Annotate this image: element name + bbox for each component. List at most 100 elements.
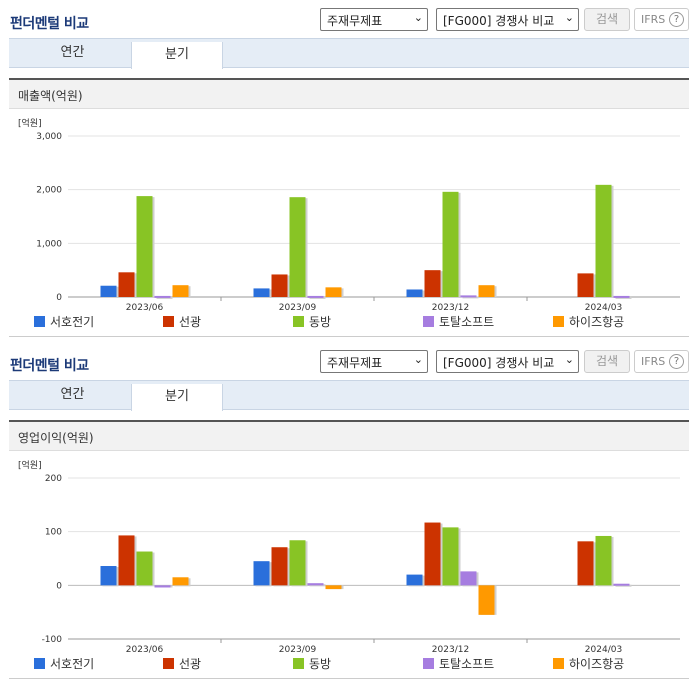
- bar-3-1[interactable]: [577, 541, 594, 586]
- x-tick-label: 2023/12: [432, 645, 469, 655]
- bar-2-4[interactable]: [478, 285, 495, 297]
- x-tick-label: 2023/09: [279, 303, 317, 313]
- statement-select[interactable]: 주재무제표 ⌄: [320, 350, 428, 373]
- bar-0-0[interactable]: [100, 566, 117, 586]
- bar-3-1[interactable]: [577, 273, 594, 297]
- bar-0-0[interactable]: [100, 285, 117, 297]
- bar-1-3[interactable]: [307, 295, 324, 298]
- bar-2-0[interactable]: [406, 574, 423, 586]
- bar-3-2[interactable]: [595, 535, 612, 586]
- legend-label: 서호전기: [50, 315, 94, 329]
- bar-3-3[interactable]: [613, 583, 630, 586]
- bar-0-2[interactable]: [136, 196, 153, 297]
- bar-2-1[interactable]: [424, 270, 441, 297]
- x-tick-label: 2023/06: [126, 303, 164, 313]
- bar-1-1[interactable]: [271, 274, 288, 297]
- legend-swatch: [163, 316, 174, 327]
- unit-label: [억원]: [18, 117, 42, 129]
- statement-select[interactable]: 주재무제표 ⌄: [320, 8, 428, 31]
- x-tick-label: 2023/09: [279, 645, 317, 655]
- bar-2-3[interactable]: [460, 571, 477, 586]
- bar-2-4[interactable]: [478, 585, 495, 615]
- legend-label: 하이즈항공: [569, 657, 624, 671]
- chevron-down-icon: ⌄: [413, 11, 423, 24]
- section-toolbar: 펀더멘털 비교 주재무제표 ⌄ [FG000] 경쟁사 비교 ⌄ 검색 IFRS?: [0, 342, 696, 380]
- legend-swatch: [423, 658, 434, 669]
- ifrs-label: IFRS: [641, 355, 666, 368]
- period-tabs: 연간 분기: [9, 38, 689, 69]
- statement-select-value: 주재무제표: [327, 356, 383, 370]
- legend-swatch: [423, 316, 434, 327]
- legend-swatch: [163, 658, 174, 669]
- divider: [9, 336, 689, 337]
- peer-group-select[interactable]: [FG000] 경쟁사 비교 ⌄: [436, 350, 579, 373]
- bar-2-0[interactable]: [406, 289, 423, 297]
- bar-0-4[interactable]: [172, 577, 189, 586]
- bar-1-4[interactable]: [325, 287, 342, 297]
- ifrs-button[interactable]: IFRS?: [634, 8, 689, 31]
- bar-0-3[interactable]: [154, 585, 171, 588]
- legend-label: 선광: [179, 657, 201, 671]
- y-tick-label: -100: [42, 635, 63, 645]
- bar-1-3[interactable]: [307, 583, 324, 586]
- search-button[interactable]: 검색: [584, 350, 630, 373]
- chart-title: 영업이익(억원): [18, 431, 94, 445]
- divider: [9, 678, 689, 679]
- bar-0-4[interactable]: [172, 285, 189, 297]
- search-button[interactable]: 검색: [584, 8, 630, 31]
- section-title: 펀더멘털 비교: [10, 16, 89, 32]
- fundamental-section-revenue: 펀더멘털 비교 주재무제표 ⌄ [FG000] 경쟁사 비교 ⌄ 검색 IFRS? …: [0, 0, 696, 337]
- bar-0-3[interactable]: [154, 295, 171, 298]
- tab-annual[interactable]: 연간: [60, 387, 85, 402]
- legend-label: 서호전기: [50, 657, 94, 671]
- bar-2-2[interactable]: [442, 191, 459, 297]
- bar-1-2[interactable]: [289, 197, 306, 297]
- help-icon: ?: [669, 354, 684, 369]
- tab-annual[interactable]: 연간: [60, 45, 85, 60]
- period-tabs: 연간 분기: [9, 380, 689, 411]
- chart-header: 매출액(억원): [9, 78, 689, 109]
- tab-quarterly[interactable]: 분기: [131, 42, 223, 69]
- peer-group-select-value: [FG000] 경쟁사 비교: [443, 356, 555, 370]
- revenue-bar-chart: [억원] 0 1,000 2,000 3,000 2023/06 2023/09 2023/1…: [18, 117, 680, 329]
- legend-label: 동방: [309, 315, 331, 329]
- bar-3-2[interactable]: [595, 184, 612, 297]
- ifrs-label: IFRS: [641, 13, 666, 26]
- bar-2-2[interactable]: [442, 527, 459, 586]
- y-tick-label: 3,000: [36, 132, 62, 142]
- legend-swatch: [293, 316, 304, 327]
- bar-1-0[interactable]: [253, 288, 270, 297]
- bar-2-1[interactable]: [424, 522, 441, 586]
- bar-1-1[interactable]: [271, 547, 288, 586]
- statement-select-value: 주재무제표: [327, 14, 383, 28]
- y-tick-label: 0: [56, 581, 62, 591]
- bar-2-3[interactable]: [460, 295, 477, 298]
- bar-0-1[interactable]: [118, 272, 135, 297]
- section-title: 펀더멘털 비교: [10, 358, 89, 374]
- chart-header: 영업이익(억원): [9, 420, 689, 451]
- bar-0-1[interactable]: [118, 535, 135, 586]
- ifrs-button[interactable]: IFRS?: [634, 350, 689, 373]
- bar-3-3[interactable]: [613, 295, 630, 298]
- peer-group-select[interactable]: [FG000] 경쟁사 비교 ⌄: [436, 8, 579, 31]
- legend-swatch: [293, 658, 304, 669]
- y-tick-label: 2,000: [36, 186, 62, 196]
- y-tick-label: 0: [56, 293, 62, 303]
- chevron-down-icon: ⌄: [413, 353, 423, 366]
- chart-title: 매출액(억원): [18, 89, 83, 103]
- fundamental-section-operating-income: 펀더멘털 비교 주재무제표 ⌄ [FG000] 경쟁사 비교 ⌄ 검색 IFRS? …: [0, 342, 696, 684]
- x-tick-label: 2024/03: [585, 303, 622, 313]
- legend-label: 토탈소프트: [439, 657, 494, 671]
- section-toolbar: 펀더멘털 비교 주재무제표 ⌄ [FG000] 경쟁사 비교 ⌄ 검색 IFRS?: [0, 0, 696, 38]
- legend-swatch: [553, 658, 564, 669]
- x-tick-label: 2023/06: [126, 645, 164, 655]
- y-tick-label: 1,000: [36, 239, 62, 249]
- bar-0-2[interactable]: [136, 551, 153, 586]
- bar-1-4[interactable]: [325, 585, 342, 590]
- bar-1-2[interactable]: [289, 540, 306, 586]
- bar-1-0[interactable]: [253, 561, 270, 586]
- help-icon: ?: [669, 12, 684, 27]
- bar-shadow: [462, 296, 479, 299]
- tab-quarterly[interactable]: 분기: [131, 384, 223, 411]
- chevron-down-icon: ⌄: [564, 11, 574, 24]
